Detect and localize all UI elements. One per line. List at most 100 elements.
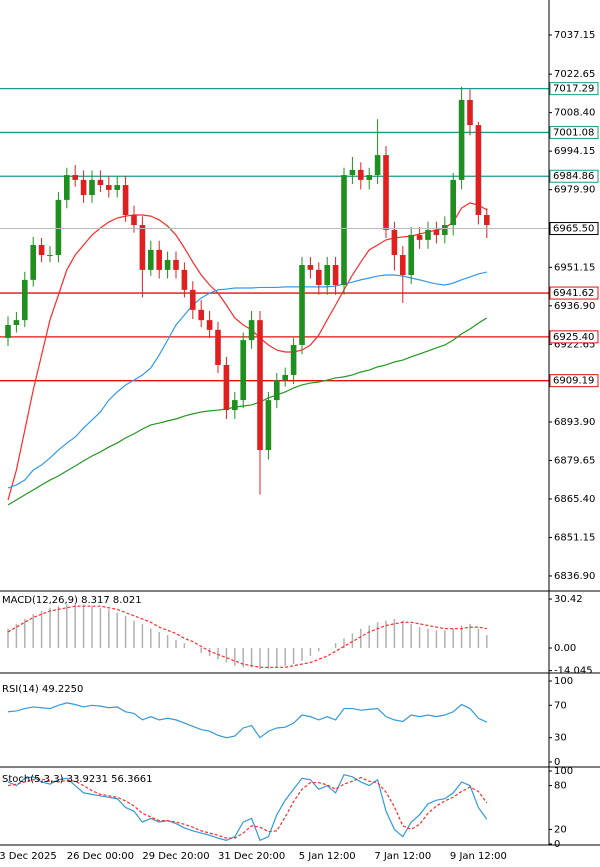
panel-title: RSI(14) 49.2250 <box>2 684 83 695</box>
level-label: 7017.29 <box>553 84 594 95</box>
level-label-box <box>549 82 599 96</box>
y-tick-label: 7008.40 <box>554 108 595 119</box>
y-tick-label: 0 <box>554 757 560 768</box>
stoch-line <box>7 776 488 839</box>
y-tick-label: 6994.15 <box>554 146 595 157</box>
level-label-box <box>549 374 599 388</box>
candle-body <box>257 320 263 451</box>
candle-body <box>425 229 431 240</box>
y-tick-label: 30 <box>554 733 567 744</box>
x-tick-label: 31 Dec 20:00 <box>218 851 285 862</box>
candle-body <box>475 125 482 216</box>
x-tick-label: 23 Dec 2025 <box>0 851 57 862</box>
level-label: 6941.62 <box>553 288 594 299</box>
candle-body <box>458 99 465 180</box>
candle-body <box>114 185 120 190</box>
candle-body <box>358 169 364 180</box>
candle-body <box>148 249 154 270</box>
candle-body <box>349 169 356 176</box>
candle-body <box>215 329 221 365</box>
stoch-line <box>7 773 488 842</box>
panel-title: MACD(12,26,9) 8.317 8.021 <box>2 595 142 606</box>
y-tick-label: 80 <box>554 781 567 792</box>
rsi-line <box>7 702 488 739</box>
candle-body <box>89 179 95 196</box>
candle-body <box>484 215 490 226</box>
y-tick-label: 6836.90 <box>554 571 595 582</box>
candle-body <box>131 215 137 226</box>
candle-body <box>106 185 112 190</box>
candle-body <box>97 179 104 186</box>
candle-body <box>274 380 280 401</box>
level-label: 6909.19 <box>553 376 594 387</box>
candle-body <box>240 340 246 401</box>
level-label-box <box>549 286 599 300</box>
candle-body <box>332 265 339 286</box>
y-tick-label: 30.42 <box>554 594 583 605</box>
y-tick-label: 70 <box>554 700 567 711</box>
candle-body <box>206 320 213 330</box>
last-price-box <box>549 222 599 236</box>
y-tick-label: 6922.65 <box>554 339 595 350</box>
candle-body <box>47 255 53 257</box>
y-tick-label: 6865.40 <box>554 494 595 505</box>
level-label: 6925.40 <box>553 332 594 343</box>
candle-body <box>22 279 28 321</box>
candle-body <box>64 175 70 200</box>
candle-body <box>38 245 45 256</box>
y-tick-label: 0.00 <box>554 643 576 654</box>
candle-body <box>72 175 78 180</box>
y-tick-label: 100 <box>554 766 573 777</box>
candle-body <box>13 320 20 325</box>
x-tick-label: 9 Jan 12:00 <box>450 851 507 862</box>
y-tick-label: 6979.90 <box>554 185 595 196</box>
candle-body <box>408 235 414 276</box>
candle-body <box>374 155 381 176</box>
candle-body <box>383 155 389 230</box>
panel-title: Stoch(5,3,3) 33.9231 56.3661 <box>2 774 153 785</box>
candle-body <box>80 179 87 196</box>
last-price-label: 6965.50 <box>553 224 594 235</box>
candle-body <box>5 324 11 338</box>
candle-body <box>55 199 62 256</box>
candle-body <box>290 344 297 375</box>
candle-body <box>400 255 406 276</box>
candle-body <box>433 229 440 236</box>
y-tick-label: -14.045 <box>554 666 593 677</box>
candle-body <box>442 225 448 236</box>
level-label-box <box>549 169 599 183</box>
y-tick-label: 20 <box>554 824 567 835</box>
candle-body <box>122 185 129 216</box>
y-tick-label: 7022.65 <box>554 69 595 80</box>
y-tick-label: 100 <box>554 676 573 687</box>
candle-body <box>307 265 314 270</box>
y-tick-label: 6879.65 <box>554 455 595 466</box>
candle-body <box>223 364 230 411</box>
candle-body <box>467 99 473 126</box>
y-tick-label: 6936.90 <box>554 301 595 312</box>
candle-body <box>282 374 288 381</box>
candle-body <box>265 400 272 451</box>
moving-average <box>7 317 488 506</box>
candle-body <box>156 249 162 270</box>
moving-average <box>7 271 487 489</box>
macd-signal <box>7 605 487 668</box>
candle-body <box>232 400 238 411</box>
y-tick-label: 6851.15 <box>554 532 595 543</box>
candle-body <box>181 269 188 290</box>
moving-average <box>7 202 488 501</box>
candle-body <box>30 245 36 280</box>
x-tick-label: 5 Jan 12:00 <box>299 851 356 862</box>
candle-body <box>198 309 204 321</box>
candle-body <box>391 229 398 256</box>
candle-body <box>164 259 171 270</box>
candle-body <box>450 179 456 226</box>
y-tick-label: 7037.15 <box>554 30 595 41</box>
level-label: 6984.86 <box>553 171 594 182</box>
candle-body <box>299 265 305 345</box>
y-tick-label: 6893.90 <box>554 417 595 428</box>
candle-body <box>324 265 330 286</box>
candle-body <box>173 259 179 270</box>
level-label-box <box>549 125 599 139</box>
